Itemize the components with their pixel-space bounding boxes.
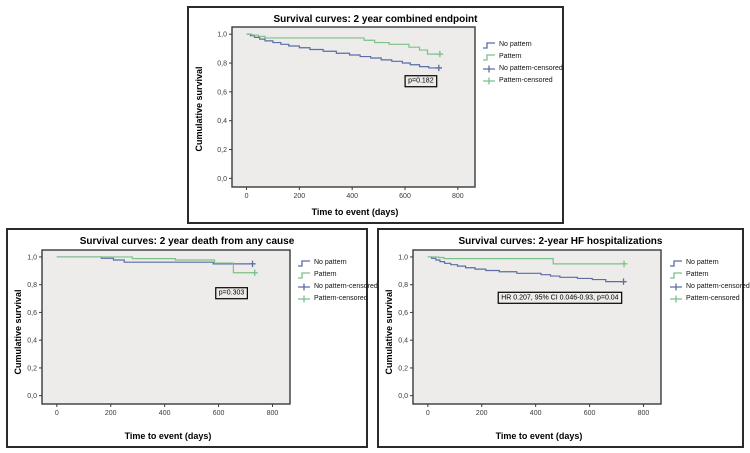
censor-plus-icon bbox=[670, 283, 682, 291]
legend-entry: No pattern-censored bbox=[297, 282, 378, 292]
svg-text:0,4: 0,4 bbox=[398, 338, 408, 345]
legend-entry: Pattern-censored bbox=[297, 294, 378, 304]
svg-text:200: 200 bbox=[105, 410, 117, 417]
x-axis-label: Time to event (days) bbox=[495, 431, 583, 441]
chart-panel-combined-endpoint: Survival curves: 2 year combined endpoin… bbox=[187, 6, 564, 224]
legend-label: No pattern bbox=[499, 41, 532, 48]
series-line-icon bbox=[298, 272, 310, 279]
series-line-icon bbox=[670, 272, 682, 279]
series-line-icon bbox=[483, 42, 495, 49]
svg-text:0,8: 0,8 bbox=[217, 61, 227, 68]
svg-text:600: 600 bbox=[213, 410, 225, 417]
legend-entry: No pattern bbox=[669, 258, 750, 268]
legend-label: Pattern-censored bbox=[499, 77, 553, 84]
svg-text:400: 400 bbox=[346, 193, 358, 200]
svg-text:p=0.182: p=0.182 bbox=[408, 78, 434, 85]
chart-title: Survival curves: 2 year death from any c… bbox=[79, 236, 295, 247]
legend-entry: Pattern-censored bbox=[482, 76, 563, 86]
legend-entry: No pattern-censored bbox=[482, 64, 563, 74]
censor-plus-icon bbox=[298, 295, 310, 303]
series-line-icon bbox=[483, 54, 495, 61]
legend-label: Pattern bbox=[499, 53, 522, 60]
svg-text:1,0: 1,0 bbox=[27, 254, 37, 261]
series-line-icon bbox=[298, 260, 310, 267]
chart-panel-hf-hospitalizations: Survival curves: 2-year HF hospitalizati… bbox=[377, 228, 750, 448]
svg-text:0,6: 0,6 bbox=[217, 89, 227, 96]
svg-text:0,8: 0,8 bbox=[27, 282, 37, 289]
censor-plus-icon bbox=[483, 65, 495, 73]
svg-text:200: 200 bbox=[294, 193, 306, 200]
svg-text:1,0: 1,0 bbox=[217, 32, 227, 39]
svg-text:0,8: 0,8 bbox=[398, 282, 408, 289]
chart-panel-death-any-cause: Survival curves: 2 year death from any c… bbox=[6, 228, 378, 448]
svg-text:0,0: 0,0 bbox=[217, 176, 227, 183]
legend-entry: Pattern-censored bbox=[669, 294, 750, 304]
legend-label: No pattern bbox=[686, 259, 719, 266]
censor-plus-icon bbox=[483, 77, 495, 85]
x-axis-label: Time to event (days) bbox=[124, 431, 212, 441]
x-axis-label: Time to event (days) bbox=[311, 207, 399, 217]
legend-label: Pattern bbox=[686, 271, 709, 278]
km-plot-death: 0 200 400 600 800 1,0 0,8 0,6 0,4 0,2 0,0 p=0.303 bbox=[27, 249, 291, 417]
legend-entry: No pattern-censored bbox=[669, 282, 750, 292]
legend-label: No pattern-censored bbox=[314, 283, 378, 290]
legend-label: No pattern-censored bbox=[686, 283, 750, 290]
svg-text:HR 0.207, 95% CI 0.046-0.93, p: HR 0.207, 95% CI 0.046-0.93, p=0.04 bbox=[501, 294, 618, 301]
legend-label: Pattern-censored bbox=[686, 295, 740, 302]
svg-text:0: 0 bbox=[426, 410, 430, 417]
svg-text:0,4: 0,4 bbox=[217, 118, 227, 125]
legend-label: No pattern-censored bbox=[499, 65, 563, 72]
svg-text:800: 800 bbox=[452, 193, 464, 200]
svg-text:800: 800 bbox=[267, 410, 279, 417]
svg-text:0,6: 0,6 bbox=[398, 310, 408, 317]
legend: No pattern Pattern No pattern-censored Patt… bbox=[482, 40, 563, 88]
svg-text:0,6: 0,6 bbox=[27, 310, 37, 317]
legend-label: No pattern bbox=[314, 259, 347, 266]
series-line-icon bbox=[670, 260, 682, 267]
svg-text:0,2: 0,2 bbox=[217, 147, 227, 154]
svg-text:400: 400 bbox=[159, 410, 171, 417]
svg-text:0,0: 0,0 bbox=[398, 393, 408, 400]
censor-plus-icon bbox=[670, 295, 682, 303]
svg-text:0: 0 bbox=[55, 410, 59, 417]
legend-label: Pattern bbox=[314, 271, 337, 278]
legend-label: Pattern-censored bbox=[314, 295, 368, 302]
svg-text:600: 600 bbox=[584, 410, 596, 417]
svg-text:0: 0 bbox=[245, 193, 249, 200]
svg-text:0,2: 0,2 bbox=[398, 365, 408, 372]
chart-title: Survival curves: 2 year combined endpoin… bbox=[273, 14, 478, 25]
svg-text:0,2: 0,2 bbox=[27, 365, 37, 372]
legend: No pattern Pattern No pattern-censored Patt… bbox=[669, 258, 750, 306]
svg-text:0,0: 0,0 bbox=[27, 393, 37, 400]
svg-text:p=0.303: p=0.303 bbox=[219, 290, 245, 297]
svg-text:1,0: 1,0 bbox=[398, 254, 408, 261]
legend-entry: Pattern bbox=[297, 270, 378, 280]
svg-text:400: 400 bbox=[530, 410, 542, 417]
svg-text:800: 800 bbox=[638, 410, 650, 417]
svg-text:200: 200 bbox=[476, 410, 488, 417]
km-plot-hf: 0 200 400 600 800 1,0 0,8 0,6 0,4 0,2 0,0 HR 0.207,… bbox=[398, 249, 662, 417]
km-plot-combined: 0 200 400 600 800 1,0 0,8 0,6 0,4 0,2 0,0 p=0.182 bbox=[217, 26, 476, 200]
legend-entry: Pattern bbox=[669, 270, 750, 280]
legend-entry: No pattern bbox=[297, 258, 378, 268]
svg-text:0,4: 0,4 bbox=[27, 338, 37, 345]
chart-title: Survival curves: 2-year HF hospitalizati… bbox=[458, 236, 663, 247]
censor-plus-icon bbox=[298, 283, 310, 291]
legend-entry: No pattern bbox=[482, 40, 563, 50]
legend: No pattern Pattern No pattern-censored Patt… bbox=[297, 258, 378, 306]
legend-entry: Pattern bbox=[482, 52, 563, 62]
svg-text:600: 600 bbox=[399, 193, 411, 200]
